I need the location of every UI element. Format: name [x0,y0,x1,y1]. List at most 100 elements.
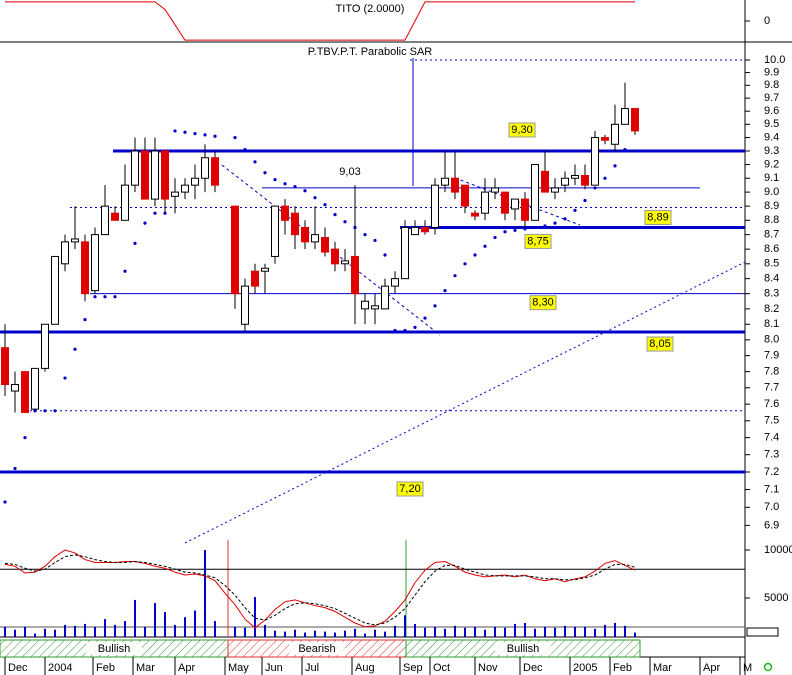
volume-bar [384,631,386,637]
candle-body [591,137,599,186]
volume-bar [374,629,376,637]
y-tick-label: 9.6 [764,105,779,117]
sar-dot [443,289,447,293]
x-tick-label: Apr [703,662,720,674]
volume-bar [354,628,356,637]
volume-bar [4,626,6,637]
sar-dot [193,131,197,136]
sar-dot [43,409,47,413]
x-tick-label: Jun [265,662,283,674]
level-label: 9,30 [511,124,532,136]
candle-body [511,198,519,210]
volume-bar [194,610,196,637]
sar-dot [283,182,287,186]
y-tick-label: 9.9 [764,66,779,78]
x-tick-label: 2004 [48,662,72,674]
indicator-line [5,1,635,41]
volume-bar [394,625,396,637]
candle-body [601,137,609,141]
sar-dot [493,235,497,240]
candle-body [621,108,629,125]
candle-body [231,205,239,295]
volume-bar [54,629,56,637]
volume-bar [274,630,276,637]
level-label-box [529,295,557,311]
indicator-title: TITO (2.0000) [336,3,405,15]
sar-dot [423,316,427,320]
sar-dot [13,466,17,471]
x-tick-label: Sep [403,662,423,674]
y-tick-label: 7.8 [764,366,779,378]
y-tick-label: 10.0 [764,54,785,66]
sar-dot [523,227,527,231]
regime-label-bg [86,642,142,655]
chart-title: P.TBV.P.T. Parabolic SAR [308,46,433,58]
volume-bar [174,624,176,637]
level-label: 8,05 [649,338,670,350]
volume-bar [534,628,536,637]
sar-dot [83,318,87,322]
sar-dot [533,225,537,230]
volume-bar [554,627,556,637]
candle-body [501,191,509,214]
y-tick-label: 10000 [764,544,792,556]
y-tick-label: 7.2 [764,466,779,478]
x-tick-label: Mar [136,662,155,674]
volume-bar [214,621,216,637]
scroll-box[interactable] [746,627,779,637]
sar-dot [323,203,327,207]
volume-bar [464,627,466,637]
candle-body [11,384,19,392]
candle-body [461,184,469,207]
volume-bar [94,626,96,637]
y-tick-label: 8.8 [764,214,779,226]
sar-dot [483,244,487,248]
volume-bar [614,622,616,637]
volume-bar [284,631,286,637]
sar-dot [453,274,457,278]
volume-bar [544,626,546,637]
level-label-box [508,122,536,138]
y-tick-label: 8.0 [764,334,779,346]
sar-dot [413,325,417,329]
candle-body [451,177,459,193]
candle-body [101,205,109,236]
volume-bar [154,603,156,637]
sar-dot [183,130,187,134]
sar-dot [513,228,517,232]
volume-bar [144,626,146,637]
regime-label-bg [495,642,551,655]
y-tick-label: 8.4 [764,273,779,285]
sar-dot [63,376,67,380]
x-tick-label: Feb [96,662,115,674]
x-tick-label: Nov [478,662,498,674]
sar-dot [123,269,127,273]
level-label-box [396,481,424,497]
y-tick-label: 7.4 [764,432,779,444]
candle-body [281,205,289,221]
candle-body [171,191,179,197]
volume-bar [24,626,26,637]
volume-bar [44,628,46,637]
candle-body [631,108,639,132]
level-label-box [524,233,552,249]
sar-dot [93,295,97,299]
y-tick-label: 8.6 [764,243,779,255]
volume-bar [474,626,476,637]
y-tick-label: 8.3 [764,288,779,300]
x-tick-label: Feb [613,662,632,674]
volume-bar [434,626,436,637]
volume-bar [254,597,256,637]
sar-dot [563,217,567,221]
sar-dot [143,221,147,225]
candle-body [81,241,89,295]
y-tick-label: 9.0 [764,186,779,198]
regime-label-bg [289,642,345,655]
level-label: 8,75 [527,235,548,247]
volume-bar [504,627,506,637]
candle-body [191,177,199,186]
oscillator-line [4,554,636,626]
volume-bar [364,633,366,637]
sar-dot [333,213,337,217]
volume-bar [304,632,306,637]
